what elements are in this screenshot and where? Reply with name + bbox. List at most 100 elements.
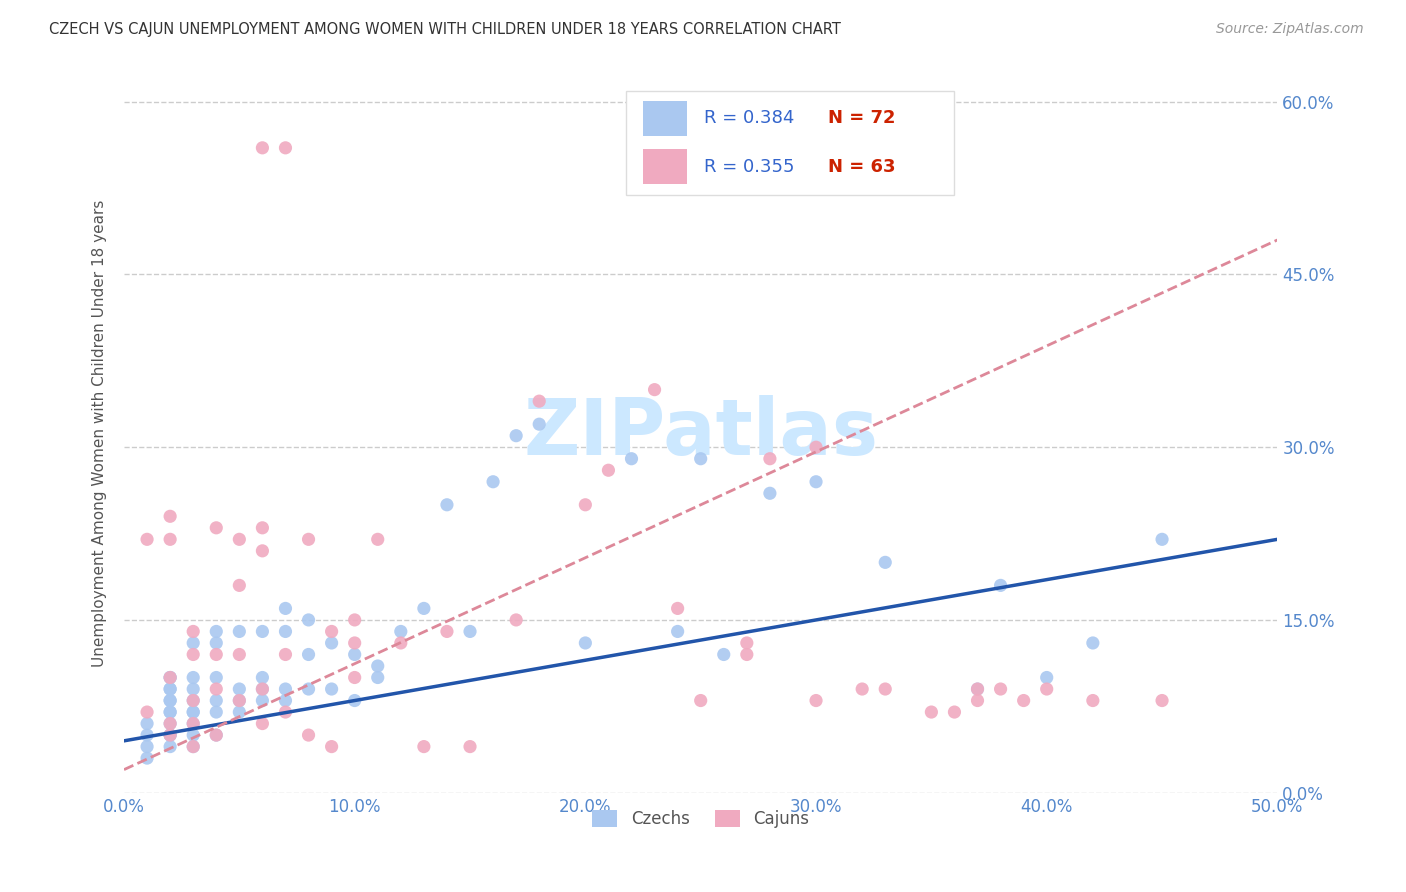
Point xyxy=(159,728,181,742)
Point xyxy=(274,601,297,615)
Point xyxy=(321,681,343,696)
Point xyxy=(505,613,527,627)
Point xyxy=(228,578,250,592)
Point xyxy=(804,693,827,707)
Point xyxy=(205,521,228,535)
Point xyxy=(159,681,181,696)
Point xyxy=(598,463,620,477)
Point xyxy=(159,671,181,685)
Point xyxy=(159,533,181,547)
Point xyxy=(181,716,204,731)
Point xyxy=(343,613,366,627)
Point xyxy=(274,624,297,639)
Point xyxy=(1035,681,1057,696)
Point xyxy=(205,636,228,650)
Point xyxy=(205,624,228,639)
Point xyxy=(159,705,181,719)
Point xyxy=(181,648,204,662)
Text: ZIPatlas: ZIPatlas xyxy=(523,395,879,471)
Point xyxy=(181,705,204,719)
Point xyxy=(205,671,228,685)
Point xyxy=(136,739,159,754)
Point xyxy=(159,681,181,696)
Point xyxy=(205,648,228,662)
Point xyxy=(713,648,735,662)
Point xyxy=(321,636,343,650)
Point xyxy=(159,705,181,719)
Point xyxy=(274,648,297,662)
Point xyxy=(482,475,505,489)
Point xyxy=(389,624,412,639)
Point xyxy=(205,705,228,719)
Point xyxy=(875,681,897,696)
Point xyxy=(181,671,204,685)
Legend: Czechs, Cajuns: Czechs, Cajuns xyxy=(586,803,815,835)
Text: Source: ZipAtlas.com: Source: ZipAtlas.com xyxy=(1216,22,1364,37)
Point xyxy=(181,693,204,707)
Point xyxy=(274,693,297,707)
Point xyxy=(436,624,458,639)
Text: R = 0.355: R = 0.355 xyxy=(704,158,794,176)
Point xyxy=(620,451,643,466)
Point xyxy=(159,728,181,742)
Point xyxy=(181,739,204,754)
Point xyxy=(205,681,228,696)
Point xyxy=(990,681,1012,696)
Point xyxy=(343,671,366,685)
Point xyxy=(529,417,551,432)
Point xyxy=(458,624,481,639)
Point xyxy=(966,693,988,707)
Point xyxy=(666,601,689,615)
Point xyxy=(205,728,228,742)
Point xyxy=(159,728,181,742)
Point xyxy=(159,716,181,731)
Point xyxy=(181,728,204,742)
Point xyxy=(529,394,551,409)
Point xyxy=(228,693,250,707)
Point xyxy=(1012,693,1035,707)
Point xyxy=(367,671,389,685)
Point xyxy=(252,521,274,535)
Text: N = 72: N = 72 xyxy=(828,110,896,128)
Point xyxy=(159,693,181,707)
Point xyxy=(205,728,228,742)
Point xyxy=(689,693,711,707)
Point xyxy=(159,716,181,731)
Point xyxy=(666,624,689,639)
Point xyxy=(412,739,434,754)
Point xyxy=(252,671,274,685)
Point xyxy=(436,498,458,512)
Point xyxy=(159,509,181,524)
Point xyxy=(1081,693,1104,707)
Point xyxy=(1035,671,1057,685)
Point xyxy=(274,141,297,155)
Point xyxy=(297,728,319,742)
Point xyxy=(228,533,250,547)
Bar xyxy=(643,149,688,184)
Point xyxy=(136,705,159,719)
Point xyxy=(343,693,366,707)
Point xyxy=(159,739,181,754)
Point xyxy=(181,705,204,719)
Point xyxy=(181,636,204,650)
Point xyxy=(735,648,758,662)
Text: CZECH VS CAJUN UNEMPLOYMENT AMONG WOMEN WITH CHILDREN UNDER 18 YEARS CORRELATION: CZECH VS CAJUN UNEMPLOYMENT AMONG WOMEN … xyxy=(49,22,841,37)
Point xyxy=(920,705,942,719)
Point xyxy=(990,578,1012,592)
Point xyxy=(252,693,274,707)
Point xyxy=(943,705,966,719)
Point xyxy=(159,671,181,685)
Point xyxy=(252,544,274,558)
Point xyxy=(644,383,666,397)
Point xyxy=(252,716,274,731)
Point xyxy=(851,681,873,696)
Point xyxy=(1081,636,1104,650)
Point xyxy=(343,648,366,662)
Point xyxy=(274,705,297,719)
Point xyxy=(321,739,343,754)
Point xyxy=(389,636,412,650)
Point xyxy=(297,613,319,627)
Point xyxy=(205,693,228,707)
Point xyxy=(274,681,297,696)
Point xyxy=(228,624,250,639)
